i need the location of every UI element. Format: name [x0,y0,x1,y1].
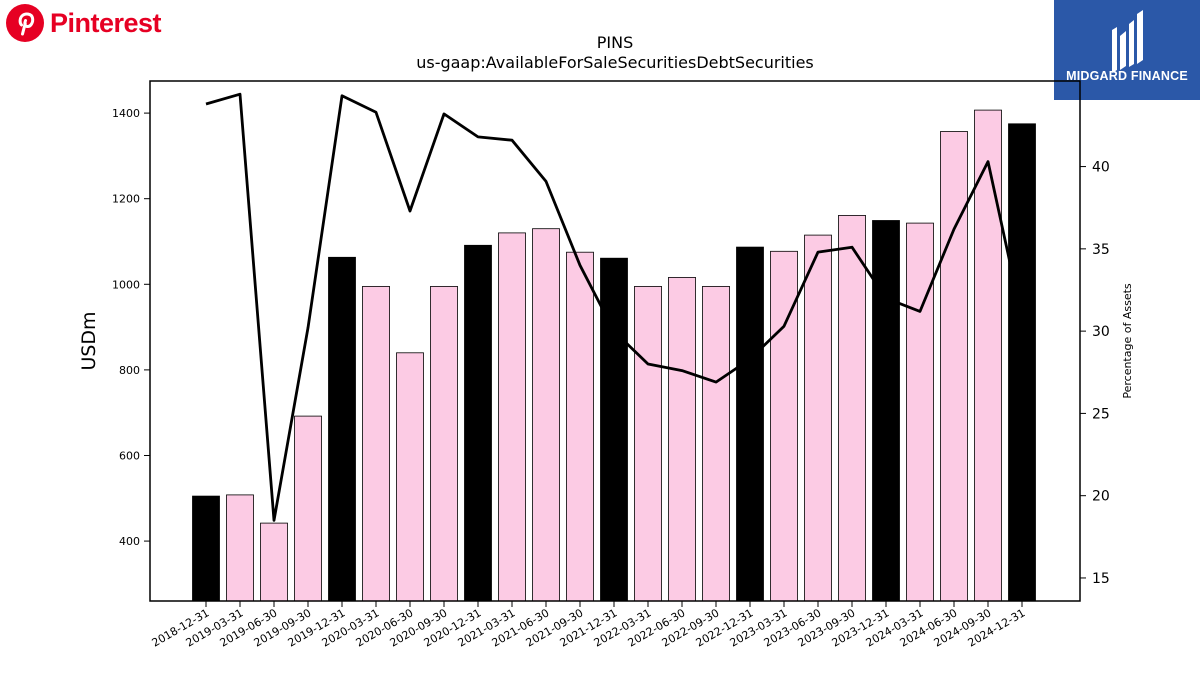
bar [362,285,390,602]
chart-title: PINS [597,33,634,52]
bar [532,228,560,602]
bar [702,285,730,602]
bar [396,352,424,602]
y-tick-label: 800 [119,364,140,377]
y-tick-label: 1400 [112,107,140,120]
y-right-tick-label: 40 [1092,160,1110,176]
bars-group [192,109,1036,602]
y-right-tick-label: 35 [1092,242,1110,258]
bar [974,109,1002,602]
bar [260,522,288,602]
y-axis-label: USDm [78,311,100,370]
bar [668,276,696,602]
y-tick-label: 1200 [112,193,140,206]
bar [566,251,594,602]
y-right-tick-label: 25 [1092,406,1110,422]
publisher-name: MIDGARD FINANCE [1066,69,1188,83]
y-tick-label: 1000 [112,278,140,291]
y-right-tick-label: 30 [1092,324,1110,340]
publisher-logo: MIDGARD FINANCE [1054,0,1200,100]
bar [294,415,322,602]
bar [192,495,220,602]
pinterest-p-icon [6,4,44,42]
x-axis: 2018-12-312019-03-312019-06-302019-09-30… [150,601,1028,650]
bar [600,257,628,602]
y-right-tick-label: 15 [1092,571,1110,587]
bar [464,244,492,602]
y-axis-right-label: Percentage of Assets [1121,283,1134,399]
bar [1008,123,1036,602]
bar [226,494,254,602]
midgard-emblem-icon [1112,10,1143,73]
percentage-line [205,92,1024,522]
bar [838,214,866,602]
bar [498,232,526,602]
bar [430,285,458,602]
y-right-tick-label: 20 [1092,489,1110,505]
company-logo: Pinterest [6,4,162,42]
bar [940,131,968,602]
y-axis-left: 400 600 800 1000 1200 1400 [112,107,150,548]
bar [328,256,356,602]
plot-frame [149,80,1081,602]
company-name: Pinterest [50,7,162,38]
bar [906,222,934,602]
y-tick-label: 400 [119,535,140,548]
y-axis-right: 15 20 25 30 35 40 [1080,160,1110,587]
chart-subtitle: us-gaap:AvailableForSaleSecuritiesDebtSe… [416,53,814,72]
bar [634,285,662,602]
line-group [205,92,1024,522]
bar [804,234,832,602]
bar [872,220,900,602]
y-tick-label: 600 [119,449,140,462]
bar [736,246,764,602]
